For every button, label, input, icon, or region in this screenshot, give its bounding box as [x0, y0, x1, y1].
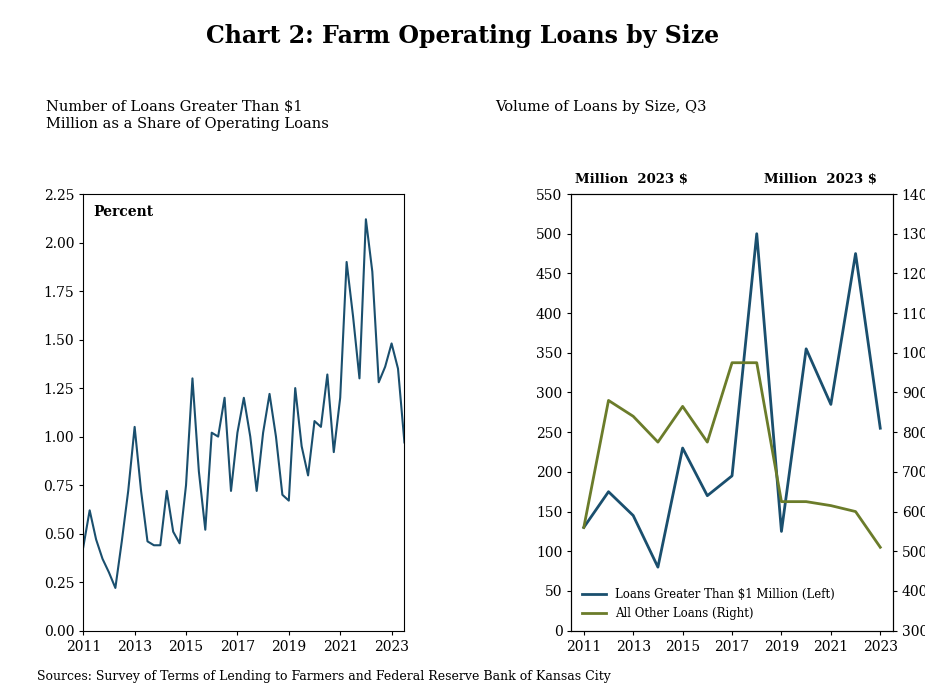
Text: Percent: Percent: [92, 205, 153, 219]
Text: Million  2023 $: Million 2023 $: [574, 173, 687, 185]
Text: Number of Loans Greater Than $1
Million as a Share of Operating Loans: Number of Loans Greater Than $1 Million …: [46, 100, 329, 131]
Text: Volume of Loans by Size, Q3: Volume of Loans by Size, Q3: [495, 100, 707, 114]
Text: Chart 2: Farm Operating Loans by Size: Chart 2: Farm Operating Loans by Size: [206, 24, 719, 49]
Legend: Loans Greater Than $1 Million (Left), All Other Loans (Right): Loans Greater Than $1 Million (Left), Al…: [577, 584, 840, 624]
Text: Sources: Survey of Terms of Lending to Farmers and Federal Reserve Bank of Kansa: Sources: Survey of Terms of Lending to F…: [37, 669, 610, 683]
Text: Million  2023 $: Million 2023 $: [764, 173, 877, 185]
